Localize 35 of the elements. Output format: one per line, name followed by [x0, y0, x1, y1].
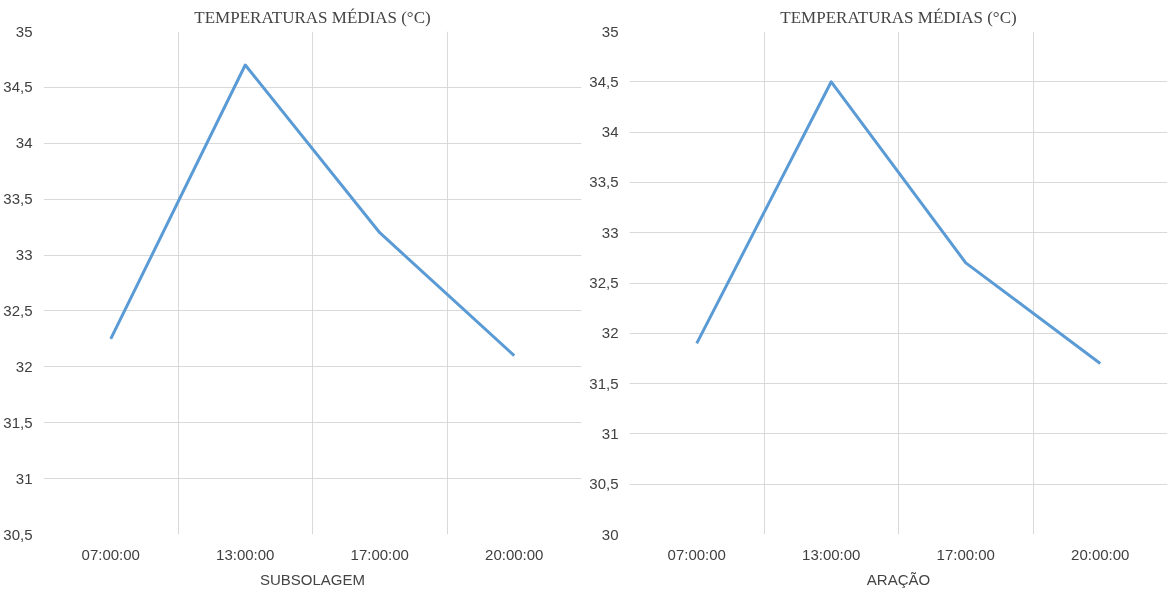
- x-axis-title: ARAÇÃO: [866, 570, 931, 588]
- y-tick-label: 33,5: [3, 190, 33, 208]
- y-tick-label: 33: [15, 246, 33, 264]
- y-tick-label: 30,5: [589, 475, 619, 493]
- y-tick-label: 31,5: [3, 413, 33, 431]
- chart-title: TEMPERATURAS MÉDIAS (°C): [780, 7, 1017, 27]
- x-tick-label: 13:00:00: [216, 545, 275, 563]
- x-tick-label: 17:00:00: [936, 545, 995, 563]
- x-tick-label: 20:00:00: [1071, 545, 1130, 563]
- y-tick-label: 31,5: [589, 374, 619, 392]
- line-series: [109, 63, 516, 358]
- chart-title: TEMPERATURAS MÉDIAS (°C): [194, 7, 431, 27]
- y-tick-label: 32: [15, 357, 33, 375]
- x-tick-label: 07:00:00: [81, 545, 140, 563]
- y-tick-label: 35: [601, 22, 619, 40]
- y-tick-label: 30,5: [3, 525, 33, 543]
- y-tick-label: 32,5: [3, 301, 33, 319]
- y-tick-label: 31: [601, 424, 619, 442]
- y-tick-label: 31: [15, 469, 33, 487]
- y-tick-label: 34,5: [3, 78, 33, 96]
- line-series: [695, 80, 1102, 365]
- x-axis-title: SUBSOLAGEM: [259, 570, 366, 588]
- y-tick-label: 32: [601, 324, 619, 342]
- y-tick-label: 34: [601, 123, 619, 141]
- y-tick-label: 30: [601, 525, 619, 543]
- y-tick-label: 32,5: [589, 274, 619, 291]
- x-tick-label: 13:00:00: [802, 545, 861, 563]
- y-tick-label: 33,5: [589, 173, 619, 191]
- y-tick-label: 33: [601, 223, 619, 241]
- y-tick-label: 35: [15, 22, 33, 40]
- x-tick-label: 07:00:00: [667, 545, 726, 563]
- x-tick-label: 20:00:00: [485, 545, 544, 563]
- y-tick-label: 34: [15, 134, 33, 152]
- x-tick-label: 17:00:00: [350, 545, 409, 563]
- y-tick-label: 34,5: [589, 72, 619, 90]
